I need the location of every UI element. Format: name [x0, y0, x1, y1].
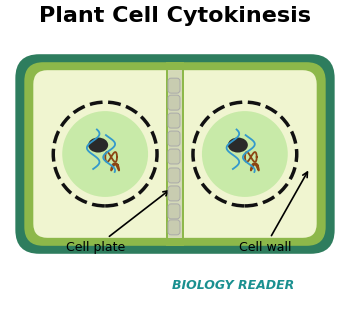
FancyBboxPatch shape [15, 54, 335, 254]
FancyBboxPatch shape [168, 95, 180, 110]
Circle shape [62, 111, 148, 197]
FancyBboxPatch shape [168, 204, 180, 219]
Circle shape [202, 111, 288, 197]
Ellipse shape [88, 137, 108, 153]
FancyBboxPatch shape [24, 62, 326, 246]
FancyBboxPatch shape [168, 131, 180, 146]
FancyBboxPatch shape [168, 220, 180, 235]
FancyBboxPatch shape [168, 168, 180, 183]
Text: Cell plate: Cell plate [65, 191, 168, 254]
Text: Cell wall: Cell wall [239, 172, 307, 254]
Text: Plant Cell Cytokinesis: Plant Cell Cytokinesis [39, 6, 311, 26]
Ellipse shape [228, 137, 248, 153]
Bar [166, 62, 184, 246]
FancyBboxPatch shape [33, 70, 317, 238]
FancyBboxPatch shape [168, 149, 180, 164]
FancyBboxPatch shape [168, 113, 180, 128]
FancyBboxPatch shape [168, 186, 180, 201]
Text: BIOLOGY READER: BIOLOGY READER [173, 279, 295, 292]
Bar [168, 70, 182, 238]
FancyBboxPatch shape [168, 78, 180, 93]
